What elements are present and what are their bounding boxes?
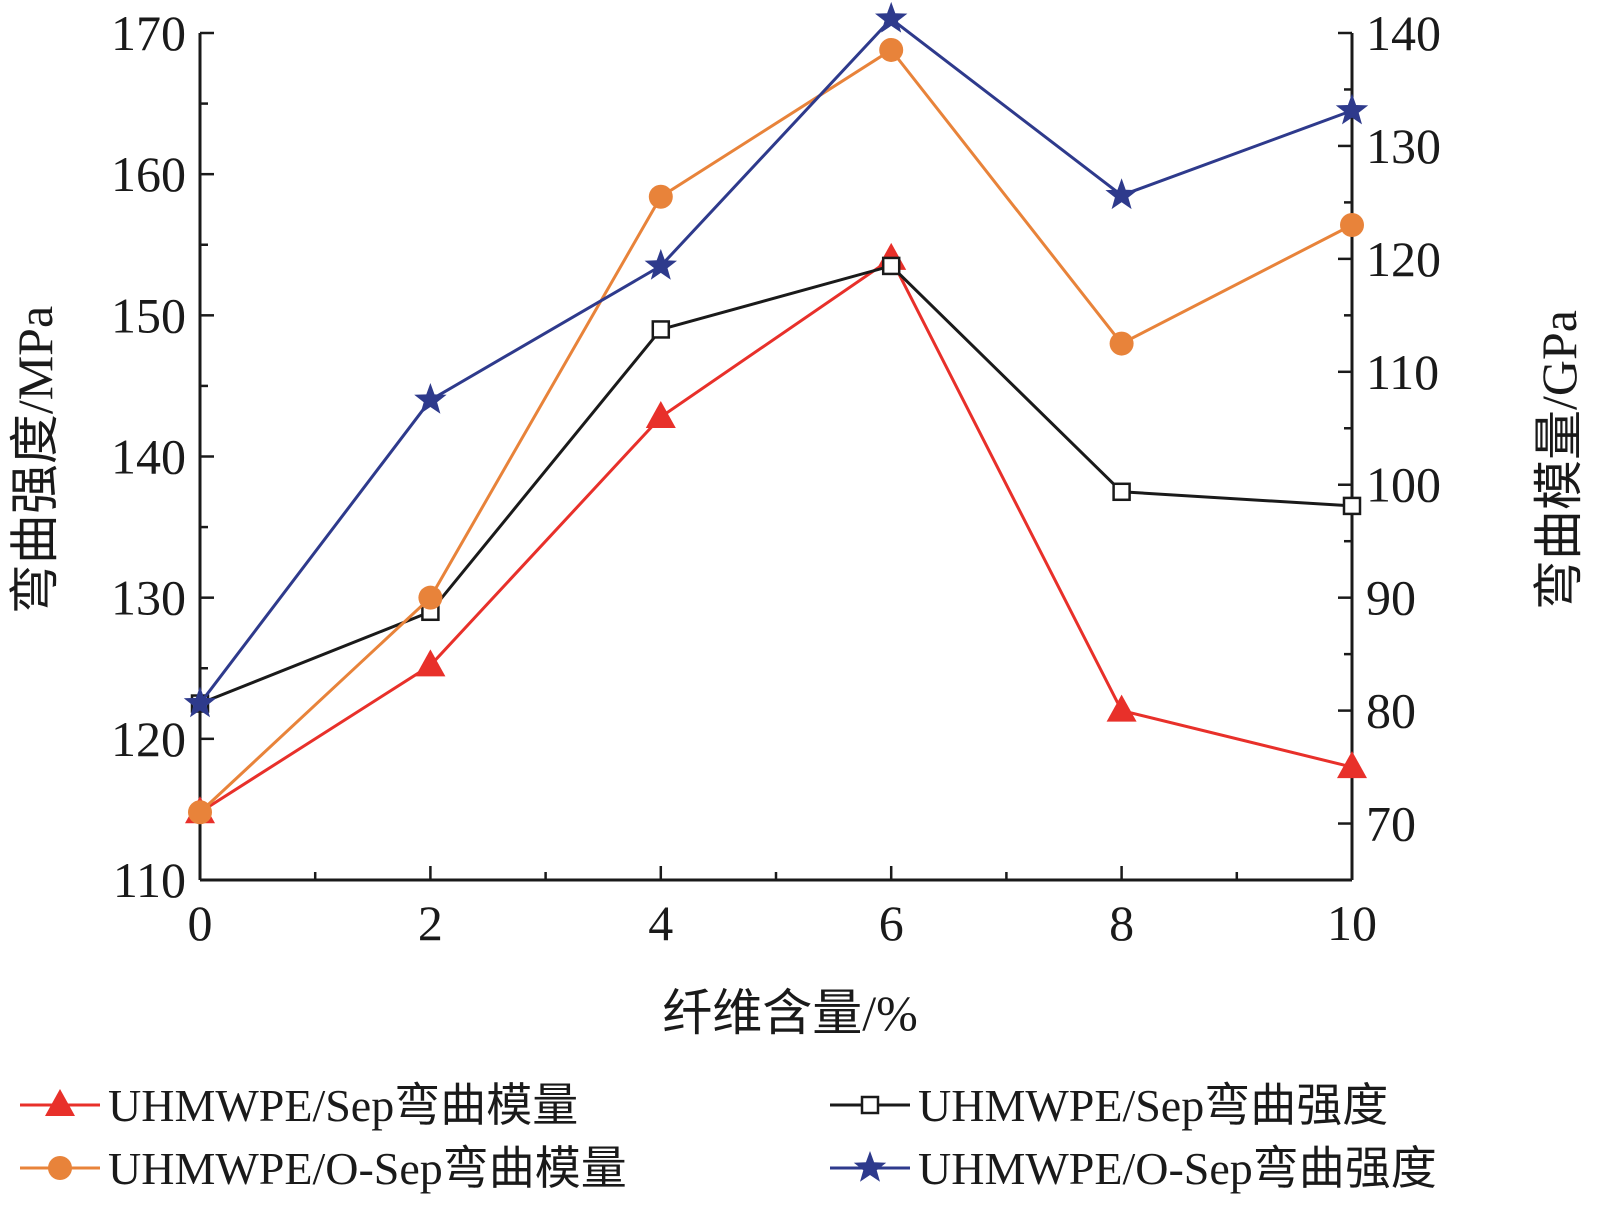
y-left-tick-label: 150 [111, 287, 186, 343]
y-axis-left-title: 弯曲强度/MPa [7, 306, 63, 614]
x-tick-label: 2 [418, 895, 443, 951]
y-right-tick-label: 70 [1366, 796, 1416, 852]
y-left-tick-label: 170 [111, 5, 186, 61]
legend-item: UHMWPE/O-Sep弯曲强度 [830, 1143, 1437, 1194]
data-point [1342, 496, 1362, 516]
legend-label: UHMWPE/O-Sep弯曲模量 [108, 1143, 627, 1194]
data-point [418, 585, 443, 610]
y-left-tick-label: 120 [111, 711, 186, 767]
series-1 [185, 242, 1367, 824]
y-left-tick-label: 160 [111, 146, 186, 202]
legend-item: UHMWPE/Sep弯曲模量 [20, 1080, 578, 1131]
x-axis-title: 纤维含量/% [662, 985, 918, 1041]
x-tick-label: 10 [1327, 895, 1377, 951]
y-axis-right-title: 弯曲模量/GPa [1531, 310, 1587, 610]
data-point [881, 256, 901, 276]
series-line [198, 47, 1353, 814]
x-tick-label: 0 [188, 895, 213, 951]
legend-marker [853, 1151, 887, 1182]
x-tick-label: 6 [879, 895, 904, 951]
legend-label: UHMWPE/Sep弯曲模量 [108, 1080, 578, 1131]
data-point [879, 37, 904, 62]
series-line [198, 16, 1353, 705]
legend-marker [45, 1089, 75, 1116]
legend: UHMWPE/Sep弯曲模量 UHMWPE/Sep弯曲强度 UHMWPE/O-Sep… [20, 1080, 1437, 1194]
legend-item: UHMWPE/O-Sep弯曲模量 [20, 1143, 627, 1194]
data-point [183, 686, 217, 718]
data-point [875, 1, 908, 33]
data-point [645, 400, 676, 428]
y-left-tick-label: 140 [111, 429, 186, 485]
y-left-tick-label: 130 [111, 570, 186, 626]
data-point [1112, 482, 1131, 502]
data-point [651, 320, 671, 339]
data-point [188, 800, 212, 825]
data-point [1109, 331, 1134, 356]
y-right-tick-label: 120 [1366, 231, 1441, 287]
data-point [415, 649, 446, 677]
y-right-tick-label: 100 [1366, 457, 1441, 513]
legend-item: UHMWPE/Sep弯曲强度 [830, 1080, 1388, 1131]
data-point [1340, 212, 1364, 237]
series-3 [188, 37, 1364, 825]
data-point [1105, 178, 1138, 210]
y-left-tick-label: 110 [113, 852, 186, 908]
data-point [1337, 751, 1367, 779]
legend-label: UHMWPE/O-Sep弯曲强度 [918, 1143, 1437, 1194]
y-right-tick-label: 110 [1366, 344, 1439, 400]
series-line [199, 264, 1353, 705]
data-point [644, 248, 677, 280]
axes: 0 2 4 6 8 10 110 120 130 140 150 160 170 70 80 90 100 110… [111, 5, 1441, 951]
data-point [414, 383, 447, 414]
y-right-tick-label: 90 [1366, 570, 1416, 626]
series-layer [183, 1, 1369, 825]
x-tick-label: 8 [1109, 895, 1134, 951]
legend-marker [48, 1156, 72, 1180]
series-line [199, 256, 1353, 814]
legend-label: UHMWPE/Sep弯曲强度 [918, 1080, 1388, 1131]
data-point [1106, 694, 1137, 722]
data-point [648, 184, 673, 209]
series-4 [183, 1, 1369, 718]
data-point [1335, 93, 1369, 125]
y-right-tick-label: 140 [1366, 5, 1441, 61]
y-right-tick-label: 80 [1366, 683, 1416, 739]
x-tick-label: 4 [648, 895, 673, 951]
y-right-tick-label: 130 [1366, 118, 1441, 174]
legend-marker [860, 1095, 880, 1115]
